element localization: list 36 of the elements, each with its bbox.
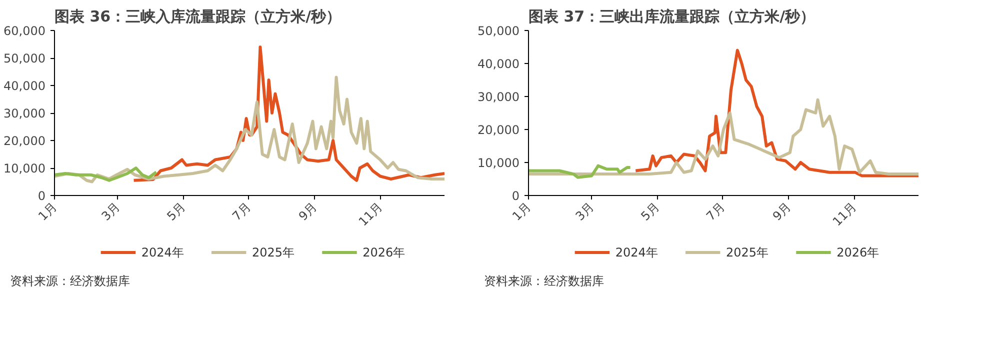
x-tick-label: 7月 (704, 200, 728, 224)
y-tick-label: 30,000 (478, 90, 520, 104)
y-tick-label: 20,000 (4, 134, 46, 148)
legend-label: 2025年 (252, 246, 295, 260)
legend-label: 2026年 (362, 246, 406, 260)
y-tick-label: 40,000 (4, 79, 46, 93)
legend-label: 2024年 (615, 246, 658, 260)
x-tick-label: 7月 (230, 200, 254, 224)
y-tick-label: 10,000 (478, 156, 520, 170)
text: 资料来源：经济数据库 (10, 273, 130, 290)
line-series (634, 48, 918, 178)
y-tick-label: 40,000 (478, 57, 520, 71)
legend-label: 2026年 (836, 246, 880, 260)
x-tick-label: 9月 (770, 200, 794, 224)
y-tick-label: 60,000 (4, 24, 46, 38)
line-series (54, 166, 158, 182)
x-tick-label: 5月 (638, 200, 662, 224)
line-series (54, 76, 444, 184)
legend-label: 2024年 (141, 246, 184, 260)
x-tick-label: 5月 (164, 200, 188, 224)
x-tick-label: 11月 (356, 200, 386, 229)
chart-title: 图表 37：三峡出库流量跟踪（立方米/秒） (528, 8, 816, 26)
line-series (528, 98, 918, 176)
y-tick-label: 50,000 (478, 24, 520, 38)
y-tick-label: 50,000 (4, 52, 46, 66)
chart-title: 图表 36：三峡入库流量跟踪（立方米/秒） (54, 8, 342, 26)
text: 资料来源：经济数据库 (484, 273, 604, 290)
y-tick-label: 20,000 (478, 123, 520, 137)
x-tick-label: 3月 (98, 200, 123, 224)
legend-label: 2025年 (726, 246, 769, 260)
y-tick-label: 10,000 (4, 162, 46, 176)
x-tick-label: 9月 (296, 200, 320, 224)
x-tick-label: 3月 (572, 200, 597, 224)
y-tick-label: 30,000 (4, 106, 46, 120)
x-tick-label: 11月 (830, 200, 860, 229)
line-series (528, 164, 632, 179)
